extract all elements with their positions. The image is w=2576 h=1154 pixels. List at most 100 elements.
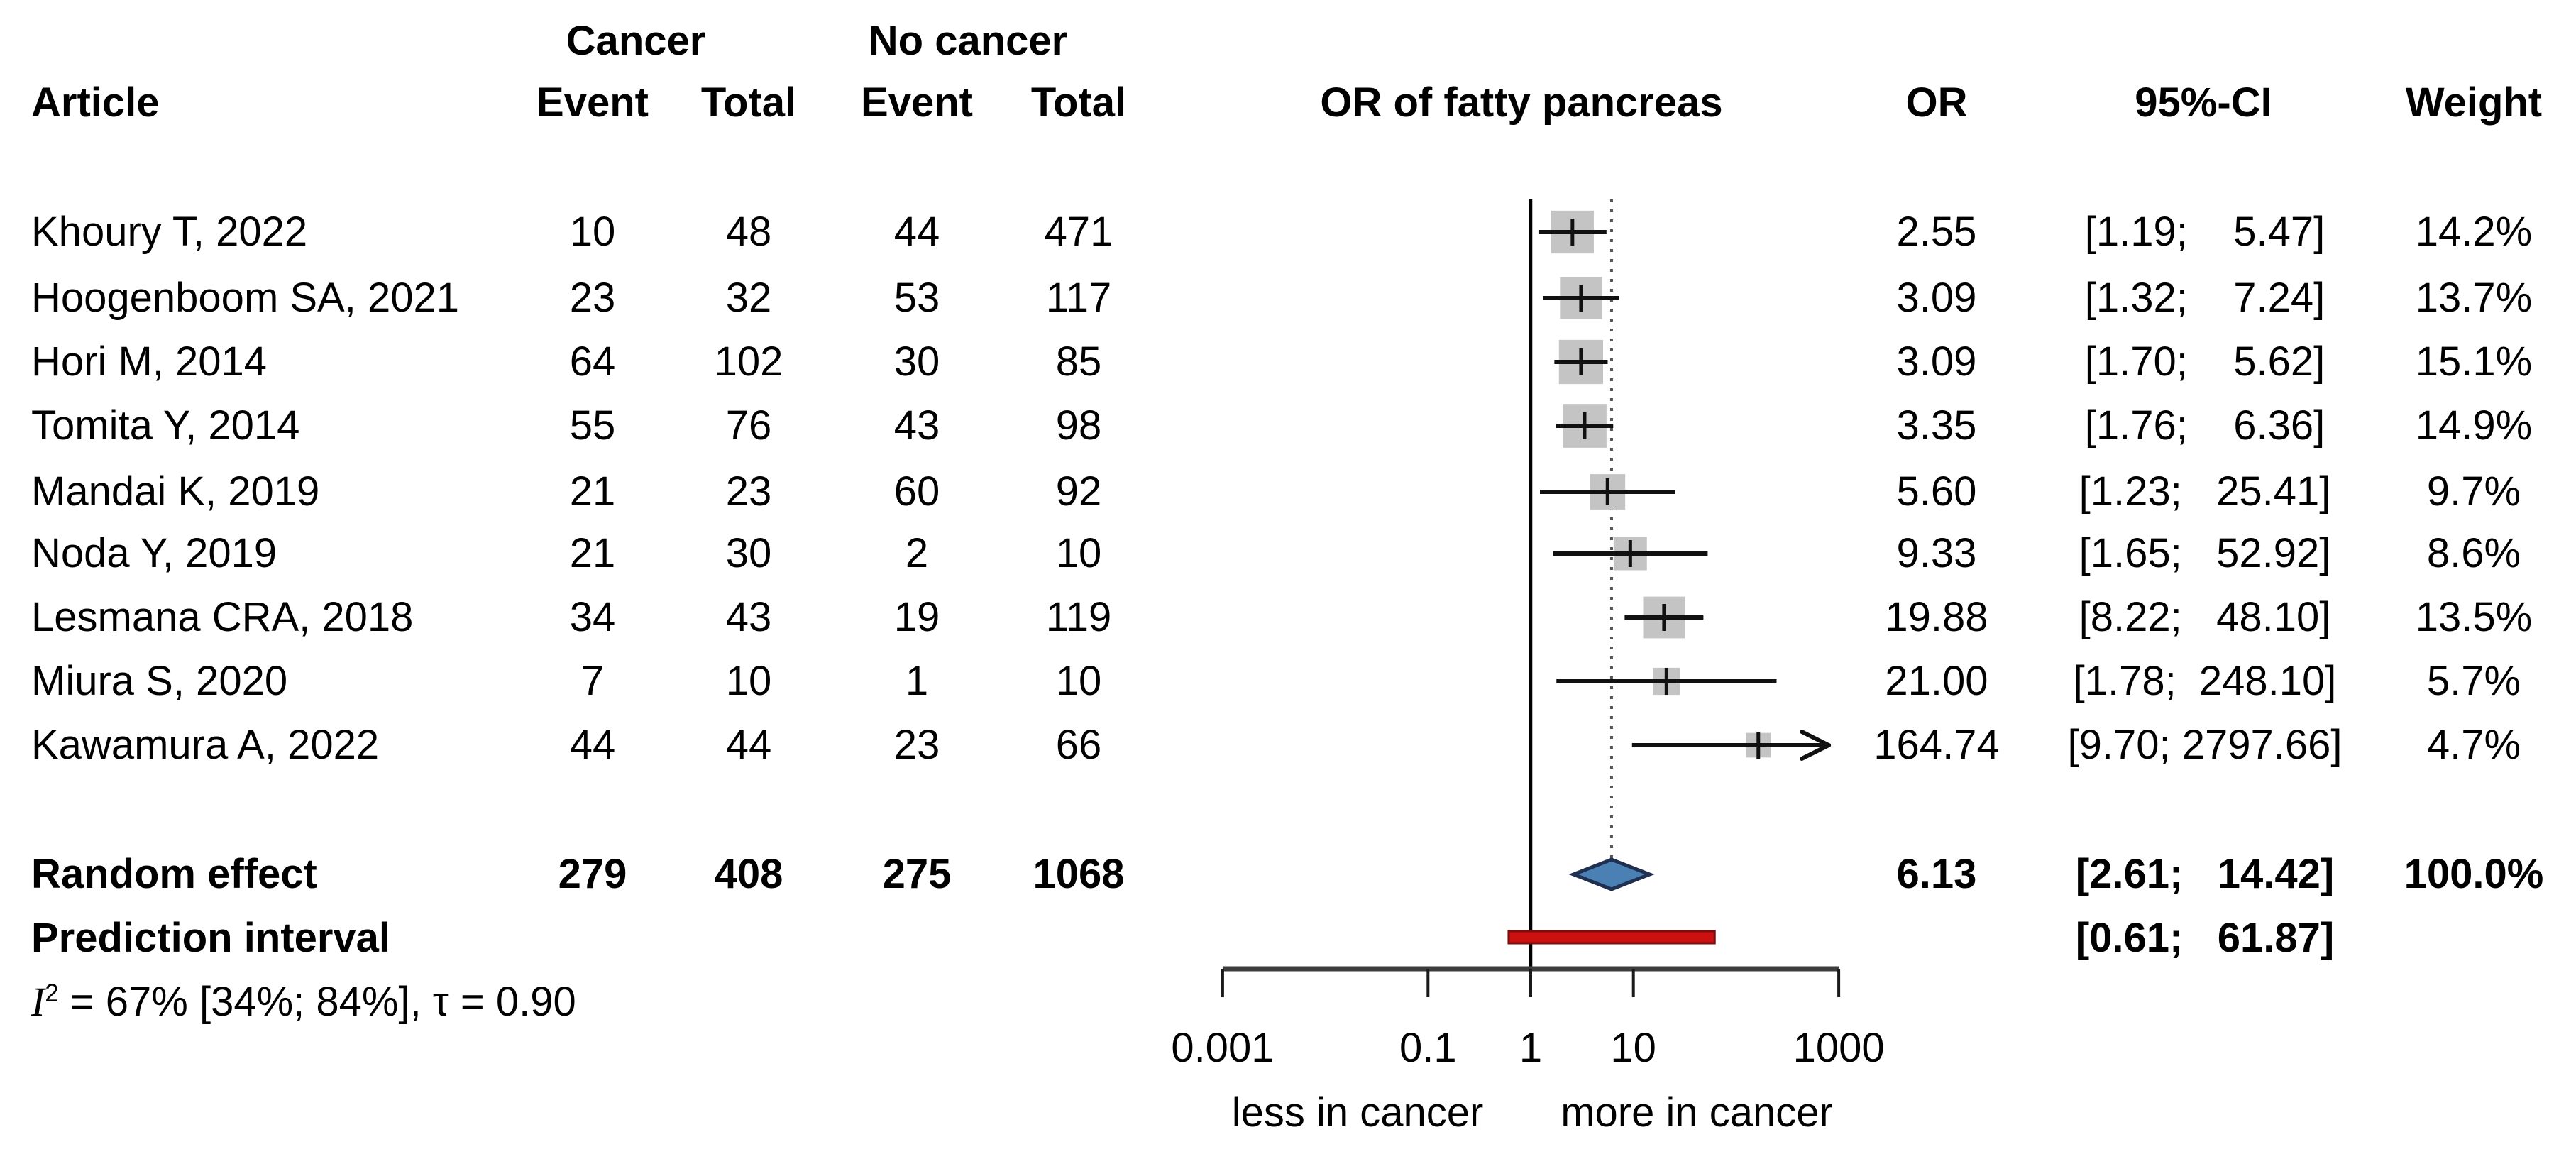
total-nocancer-value: 66 [1055, 722, 1102, 769]
weight-value: 13.7% [2415, 275, 2533, 322]
event-cancer-value: 7 [580, 658, 605, 705]
event-cancer-value: 10 [569, 209, 616, 255]
axis-label-less-in-cancer: less in cancer [1231, 1089, 1484, 1136]
prediction-interval-bar [1507, 930, 1716, 945]
event-cancer-value: 21 [569, 530, 616, 577]
event-nocancer-value: 60 [893, 468, 940, 515]
axis-tick-label: 0.001 [1171, 1025, 1275, 1072]
total-cancer-value: 30 [725, 530, 772, 577]
event-nocancer-value: 23 [893, 722, 940, 769]
total-nocancer-value: 92 [1055, 468, 1102, 515]
event-nocancer-value: 43 [893, 402, 940, 449]
total-nocancer-value: 85 [1055, 339, 1102, 385]
col-header-event-cancer: Event [536, 79, 649, 126]
total-cancer-value: 43 [725, 594, 772, 641]
total-cancer-value: 76 [725, 402, 772, 449]
or-value: 3.35 [1896, 402, 1977, 449]
event-nocancer-value: 53 [893, 275, 940, 322]
i-squared-symbol: I [31, 979, 45, 1026]
random-effect-event-cancer: 279 [558, 851, 627, 898]
col-header-ci: 95%-CI [2135, 79, 2272, 126]
col-header-event-nocancer: Event [861, 79, 973, 126]
article-label: Hoogenboom SA, 2021 [31, 275, 459, 322]
ci-value: [1.65; 52.92] [2079, 530, 2331, 577]
article-label: Miura S, 2020 [31, 658, 288, 705]
weight-value: 14.2% [2415, 209, 2533, 255]
article-label: Lesmana CRA, 2018 [31, 594, 414, 641]
axis-tick-label: 1000 [1793, 1025, 1885, 1072]
total-nocancer-value: 471 [1044, 209, 1113, 255]
total-cancer-value: 32 [725, 275, 772, 322]
group-header-cancer: Cancer [566, 18, 706, 65]
axis-tick-label: 0.1 [1399, 1025, 1457, 1072]
col-header-weight: Weight [2405, 79, 2543, 126]
plot-title: OR of fatty pancreas [1320, 79, 1723, 126]
or-value: 3.09 [1896, 275, 1977, 322]
weight-value: 8.6% [2426, 530, 2521, 577]
article-label: Noda Y, 2019 [31, 530, 277, 577]
event-cancer-value: 23 [569, 275, 616, 322]
random-effect-weight-value: 100.0% [2404, 851, 2544, 898]
random-effect-ci-value: [2.61; 14.42] [2075, 851, 2335, 898]
ci-value: [9.70; 2797.66] [2067, 722, 2343, 769]
ci-value: [1.19; 5.47] [2084, 209, 2325, 255]
or-value: 19.88 [1885, 594, 1988, 641]
event-nocancer-value: 1 [905, 658, 929, 705]
total-nocancer-value: 10 [1055, 530, 1102, 577]
prediction-interval-ci-value: [0.61; 61.87] [2075, 915, 2335, 962]
or-value: 9.33 [1896, 530, 1977, 577]
event-cancer-value: 44 [569, 722, 616, 769]
random-effect-total-cancer: 408 [714, 851, 783, 898]
ci-arrowhead [1800, 730, 1832, 747]
col-header-or: OR [1905, 79, 1968, 126]
random-effect-total-nocancer: 1068 [1033, 851, 1125, 898]
event-cancer-value: 55 [569, 402, 616, 449]
or-value: 3.09 [1896, 339, 1977, 385]
total-cancer-value: 102 [714, 339, 783, 385]
summary-diamond [1568, 857, 1655, 891]
event-nocancer-value: 30 [893, 339, 940, 385]
article-label: Kawamura A, 2022 [31, 722, 380, 769]
or-value: 2.55 [1896, 209, 1977, 255]
or-value: 164.74 [1873, 722, 2000, 769]
axis-tick-label: 10 [1610, 1025, 1656, 1072]
prediction-interval-label: Prediction interval [31, 915, 391, 962]
axis-tick-label: 1 [1519, 1025, 1543, 1072]
i-squared-exponent: 2 [45, 979, 59, 1007]
random-effect-or-value: 6.13 [1896, 851, 1977, 898]
article-label: Mandai K, 2019 [31, 468, 320, 515]
total-cancer-value: 10 [725, 658, 772, 705]
ci-arrowhead [1800, 743, 1832, 761]
total-nocancer-value: 98 [1055, 402, 1102, 449]
or-value: 21.00 [1885, 658, 1988, 705]
col-header-total-nocancer: Total [1030, 79, 1127, 126]
weight-value: 4.7% [2426, 722, 2521, 769]
axis-label-more-in-cancer: more in cancer [1561, 1089, 1833, 1136]
heterogeneity-text: I2 = 67% [34%; 84%], τ = 0.90 [31, 979, 576, 1025]
article-label: Hori M, 2014 [31, 339, 268, 385]
total-cancer-value: 48 [725, 209, 772, 255]
random-effect-event-nocancer: 275 [882, 851, 952, 898]
event-cancer-value: 21 [569, 468, 616, 515]
heterogeneity-values: = 67% [34%; 84%], τ = 0.90 [58, 979, 576, 1026]
total-cancer-value: 44 [725, 722, 772, 769]
ci-value: [1.32; 7.24] [2084, 275, 2325, 322]
event-nocancer-value: 19 [893, 594, 940, 641]
col-header-article: Article [31, 79, 160, 126]
weight-value: 5.7% [2426, 658, 2521, 705]
weight-value: 13.5% [2415, 594, 2533, 641]
total-nocancer-value: 10 [1055, 658, 1102, 705]
weight-value: 15.1% [2415, 339, 2533, 385]
weight-value: 9.7% [2426, 468, 2521, 515]
ci-value: [8.22; 48.10] [2079, 594, 2331, 641]
total-nocancer-value: 117 [1045, 275, 1112, 322]
total-cancer-value: 23 [725, 468, 772, 515]
event-cancer-value: 64 [569, 339, 616, 385]
article-label: Tomita Y, 2014 [31, 402, 300, 449]
weight-value: 14.9% [2415, 402, 2533, 449]
col-header-total-cancer: Total [700, 79, 797, 126]
article-label: Khoury T, 2022 [31, 209, 308, 255]
event-nocancer-value: 2 [905, 530, 929, 577]
